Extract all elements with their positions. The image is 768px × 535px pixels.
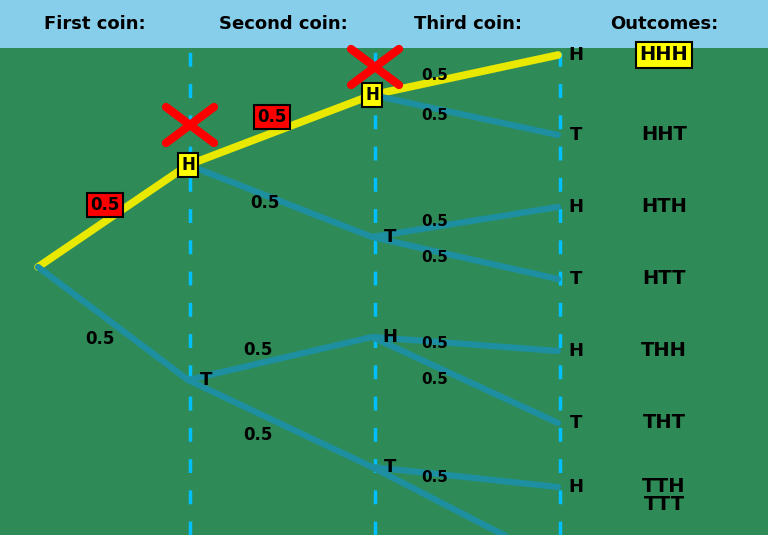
Text: H: H <box>568 342 584 360</box>
Text: 0.5: 0.5 <box>85 330 114 348</box>
Text: 0.5: 0.5 <box>91 196 120 214</box>
Text: 0.5: 0.5 <box>422 215 449 230</box>
Text: HHH: HHH <box>640 45 688 65</box>
Text: 0.5: 0.5 <box>422 108 449 123</box>
Text: H: H <box>568 478 584 496</box>
Text: HTT: HTT <box>642 270 686 288</box>
Text: 0.5: 0.5 <box>257 108 286 126</box>
Text: Outcomes:: Outcomes: <box>610 15 718 33</box>
Text: T: T <box>200 371 212 389</box>
Text: H: H <box>181 156 195 174</box>
Text: First coin:: First coin: <box>45 15 146 33</box>
Text: T: T <box>384 458 396 476</box>
Text: T: T <box>570 414 582 432</box>
FancyBboxPatch shape <box>0 0 768 48</box>
Text: 0.5: 0.5 <box>422 250 449 265</box>
Text: H: H <box>568 198 584 216</box>
Text: TTT: TTT <box>644 495 684 515</box>
Text: 0.5: 0.5 <box>250 194 280 212</box>
Text: T: T <box>570 270 582 288</box>
Text: 0.5: 0.5 <box>422 372 449 387</box>
Text: T: T <box>570 126 582 144</box>
Text: THH: THH <box>641 341 687 361</box>
Text: TTH: TTH <box>642 478 686 496</box>
Text: 0.5: 0.5 <box>243 341 273 359</box>
Text: THT: THT <box>643 414 686 432</box>
Text: H: H <box>365 86 379 104</box>
Text: Third coin:: Third coin: <box>414 15 522 33</box>
Text: H: H <box>568 46 584 64</box>
Text: Second coin:: Second coin: <box>219 15 347 33</box>
Text: 0.5: 0.5 <box>422 337 449 351</box>
Text: 0.5: 0.5 <box>422 470 449 485</box>
Text: 0.5: 0.5 <box>422 67 449 82</box>
Text: HTH: HTH <box>641 197 687 217</box>
Text: H: H <box>382 328 398 346</box>
Text: 0.5: 0.5 <box>243 426 273 444</box>
Text: HHT: HHT <box>641 126 687 144</box>
Text: T: T <box>384 228 396 246</box>
